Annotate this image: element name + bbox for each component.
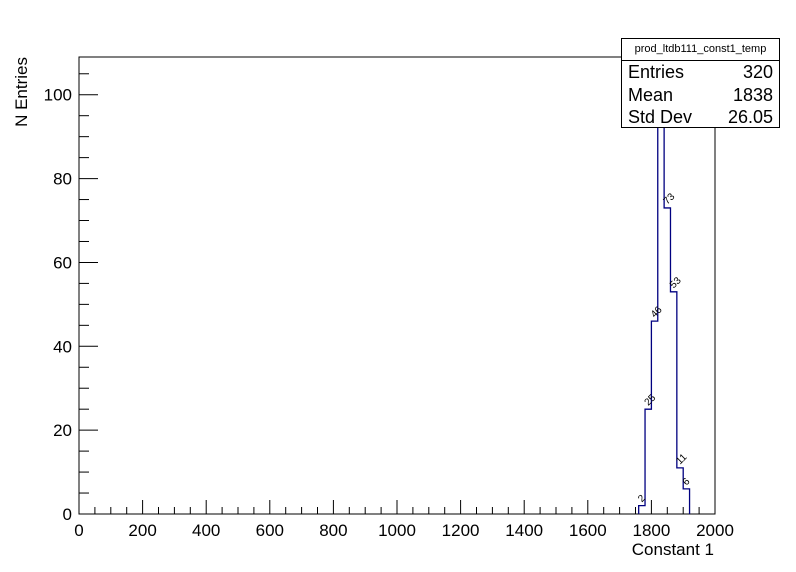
histogram-bin: [670, 292, 676, 514]
x-tick-label: 600: [256, 521, 284, 540]
histogram-outline: [638, 81, 691, 514]
x-tick-label: 400: [192, 521, 220, 540]
stats-row-mean: Mean 1838: [622, 84, 779, 107]
histogram-bin: [639, 506, 645, 514]
x-tick-label: 2000: [696, 521, 734, 540]
y-tick-label: 20: [53, 421, 72, 440]
plot-frame: [78, 56, 716, 515]
mean-label: Mean: [628, 84, 674, 105]
y-tick-label: 60: [53, 253, 72, 272]
entries-value: 320: [742, 62, 773, 82]
x-tick-label: 800: [319, 521, 347, 540]
y-tick-label: 100: [44, 86, 72, 105]
x-tick-label: 0: [74, 521, 83, 540]
histogram-bin: [677, 468, 683, 514]
x-tick-label: 1200: [442, 521, 480, 540]
stats-title: prod_ltdb111_const1_temp: [622, 39, 779, 61]
histogram-bin: [651, 321, 657, 514]
stats-box: prod_ltdb111_const1_temp Entries 320 Mea…: [621, 38, 780, 128]
stddev-label: Std Dev: [628, 107, 693, 127]
histogram-bin: [645, 409, 651, 514]
mean-value: 1838: [732, 84, 773, 105]
x-tick-label: 1800: [632, 521, 670, 540]
y-axis-label: N Entries: [12, 57, 31, 127]
y-tick-label: 0: [63, 505, 72, 524]
x-tick-label: 1400: [505, 521, 543, 540]
x-axis-label: Constant 1: [632, 540, 714, 559]
stats-row-stddev: Std Dev 26.05: [622, 106, 779, 129]
histogram-bin: [664, 208, 670, 514]
y-tick-label: 80: [53, 170, 72, 189]
stddev-value: 26.05: [727, 107, 773, 127]
x-tick-label: 200: [128, 521, 156, 540]
histogram-bin: [658, 82, 664, 514]
histogram-bin: [683, 489, 689, 514]
entries-label: Entries: [628, 62, 685, 82]
x-tick-label: 1000: [378, 521, 416, 540]
y-tick-label: 40: [53, 337, 72, 356]
x-tick-label: 1600: [569, 521, 607, 540]
stats-row-entries: Entries 320: [622, 61, 779, 84]
